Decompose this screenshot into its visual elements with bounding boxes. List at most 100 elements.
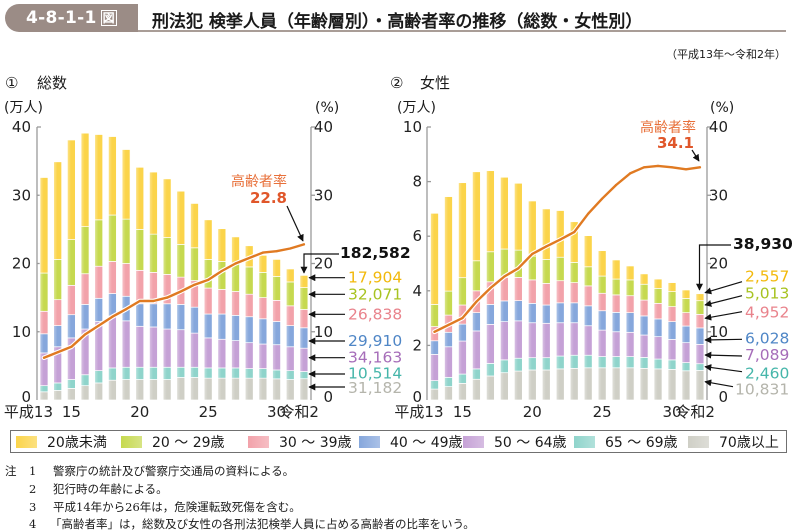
y2-tick-label: 20 — [314, 255, 333, 273]
bar-segment — [555, 302, 565, 324]
y-tick-label: 40 — [12, 118, 31, 136]
bar-segment — [444, 386, 453, 401]
bar-stack — [681, 289, 691, 401]
bar-segment — [149, 303, 158, 328]
bar-stack — [653, 278, 663, 401]
bar-stack — [597, 250, 607, 401]
y2-tick-label: 0 — [718, 388, 728, 406]
x-tick-label: 15 — [62, 403, 81, 421]
bar-segment — [231, 236, 240, 264]
bar-stack — [149, 171, 158, 401]
bar-segment — [135, 325, 145, 368]
bar-segment — [472, 330, 481, 370]
y-tick-label: 20 — [12, 255, 31, 273]
bar-segment — [190, 247, 199, 281]
segment-callout-label: 10,514 — [348, 365, 402, 383]
bar-segment — [695, 344, 705, 365]
annotation-arrow — [691, 149, 700, 162]
bar-segment — [135, 229, 145, 271]
bar-segment — [176, 366, 186, 378]
elderly-rate-point — [489, 287, 492, 290]
bar-segment — [625, 367, 635, 401]
bar-segment — [285, 281, 295, 307]
bar-segment — [162, 237, 172, 275]
bar-segment — [611, 294, 621, 313]
bar-stack — [500, 176, 509, 401]
bar-segment — [430, 380, 439, 390]
elderly-rate-point — [302, 243, 305, 246]
bar-stack — [80, 132, 90, 401]
bar-segment — [653, 358, 663, 370]
bar-segment — [231, 340, 240, 369]
bar-segment — [611, 259, 621, 280]
note-row: 2 犯行時の年齢による。 — [0, 481, 792, 497]
bar-segment — [458, 277, 467, 306]
segment-callout-label: 2,460 — [745, 364, 789, 382]
bar-stack — [244, 245, 254, 401]
bar-segment — [444, 331, 453, 348]
x-tick-label: 令和2 — [675, 403, 715, 421]
note-text: 警察庁の統計及び警察庁交通局の資料による。 — [53, 464, 295, 478]
bar-segment — [541, 208, 551, 260]
segment-callout-arrow — [704, 311, 743, 321]
bar-segment — [639, 299, 649, 317]
bar-segment — [244, 342, 254, 369]
legend-swatch — [359, 435, 380, 448]
bar-stack — [162, 178, 172, 401]
bar-stack — [203, 219, 213, 401]
bar-stack — [695, 293, 705, 401]
bar-stack — [486, 170, 495, 401]
elderly-rate-annotation-value: 22.8 — [250, 189, 287, 207]
elderly-rate-point — [656, 164, 660, 167]
bar-segment — [39, 333, 49, 354]
bar-segment — [135, 303, 145, 327]
bar-segment — [67, 314, 76, 339]
segment-callout-label: 5,013 — [745, 284, 789, 302]
bar-segment — [299, 287, 309, 310]
bar-segment — [272, 369, 281, 380]
legend-label: 50 ～ 64歳 — [494, 434, 567, 451]
bar-segment — [513, 182, 523, 251]
bar-stack — [299, 275, 309, 401]
bar-segment — [513, 277, 523, 301]
elderly-rate-point — [545, 245, 548, 248]
bar-segment — [569, 322, 579, 356]
bar-segment — [500, 176, 509, 250]
bar-segment — [458, 340, 467, 375]
bar-segment — [527, 200, 537, 257]
bar-segment — [639, 273, 649, 285]
bar-segment — [458, 323, 467, 342]
elderly-rate-point — [220, 269, 223, 273]
bar-segment — [80, 304, 90, 330]
y-tick-label: 8 — [412, 173, 422, 191]
bar-segment — [597, 356, 607, 369]
y2-tick-label: 40 — [314, 118, 333, 136]
elderly-rate-point — [42, 356, 46, 359]
bar-segment — [80, 374, 90, 387]
bar-segment — [217, 377, 227, 401]
bar-segment — [203, 287, 213, 315]
legend-label: 20 ～ 29歳 — [152, 434, 225, 451]
bar-segment — [285, 346, 295, 372]
elderly-rate-point — [152, 299, 155, 303]
total-callout-arrow — [300, 253, 339, 274]
y2-axis-unit-label: (%) — [315, 100, 339, 116]
elderly-rate-point — [601, 197, 604, 200]
bar-segment — [555, 280, 565, 304]
bar-segment — [135, 166, 145, 230]
y-axis-unit-label: (万人) — [4, 100, 43, 116]
elderly-rate-point — [56, 351, 59, 354]
legend-item-40-49: 40 ～ 49歳 — [359, 431, 463, 452]
legend-swatch — [688, 435, 709, 448]
elderly-rate-point — [670, 166, 674, 169]
elderly-rate-point — [275, 250, 278, 253]
elderly-rate-point — [559, 238, 562, 241]
segment-callout-label: 32,071 — [348, 285, 402, 303]
bar-segment — [430, 388, 439, 401]
bar-segment — [272, 259, 281, 277]
bar-segment — [135, 379, 145, 401]
bar-segment — [625, 312, 635, 333]
elderly-rate-point — [587, 212, 590, 215]
segment-callout-label: 34,163 — [348, 349, 402, 367]
